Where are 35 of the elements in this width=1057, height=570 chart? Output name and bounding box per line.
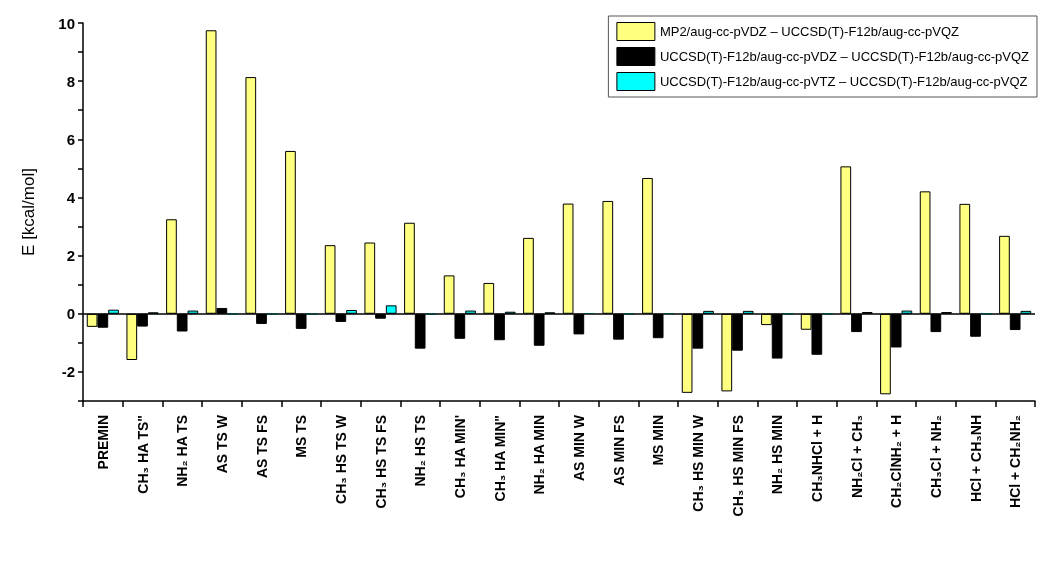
- x-tick-label: CH₃ HS MIN FS: [729, 415, 746, 517]
- x-tick-label: NH₂Cl + CH₃: [848, 415, 865, 499]
- x-tick-label: NH₂ HS TS: [412, 415, 429, 487]
- x-tick-label: NH₂ HA TS: [174, 415, 191, 487]
- legend-label: MP2/aug-cc-pVDZ – UCCSD(T)-F12b/aug-cc-pVQZ: [659, 24, 960, 39]
- x-tick-label: PREMIN: [94, 415, 111, 470]
- x-tick-label: MS TS: [293, 415, 310, 458]
- y-tick-label: 8: [66, 72, 75, 90]
- x-tick-label: CH₃Cl + NH₂: [927, 415, 944, 499]
- y-tick-label: 6: [66, 130, 75, 148]
- x-tick-label: CH₃ HA MIN': [451, 415, 468, 499]
- x-tick-label: HCl + CH₂NH₂: [1007, 415, 1024, 508]
- x-tick-label: CH₃NHCl + H: [808, 415, 825, 502]
- x-tick-label: HCl + CH₃NH: [967, 415, 984, 502]
- x-tick-label: CH₃ HA MIN": [491, 415, 508, 502]
- legend-label: UCCSD(T)-F12b/aug-cc-pVDZ – UCCSD(T)-F12b/aug-cc-pVQZ: [659, 49, 1030, 64]
- x-tick-label: CH₃ HS TS FS: [372, 415, 389, 509]
- x-tick-label: AS MIN FS: [610, 415, 627, 486]
- y-tick-label: 10: [58, 14, 75, 32]
- x-tick-label: CH₃ HS TS W: [332, 414, 349, 504]
- x-tick-label: AS TS FS: [253, 415, 270, 479]
- x-tick-label: CH₃ HA TS": [134, 415, 151, 494]
- x-tick-label: AS MIN W: [570, 414, 587, 482]
- y-axis-title: E [kcal/mol]: [19, 168, 38, 256]
- x-tick-label: NH₂ HA MIN: [531, 415, 548, 495]
- x-tick-label: CH₂ClNH₂ + H: [888, 415, 905, 508]
- x-tick-label: AS TS W: [213, 414, 230, 474]
- x-tick-label: NH₂ HS MIN: [769, 415, 786, 495]
- y-tick-label: 0: [66, 305, 75, 323]
- y-tick-label: -2: [61, 363, 75, 381]
- x-tick-label: MS MIN: [650, 415, 667, 466]
- x-tick-label: CH₃ HS MIN W: [689, 414, 706, 512]
- y-tick-label: 4: [66, 188, 76, 206]
- y-tick-label: 2: [66, 247, 75, 265]
- legend-label: UCCSD(T)-F12b/aug-cc-pVTZ – UCCSD(T)-F12b/aug-cc-pVQZ: [659, 74, 1028, 89]
